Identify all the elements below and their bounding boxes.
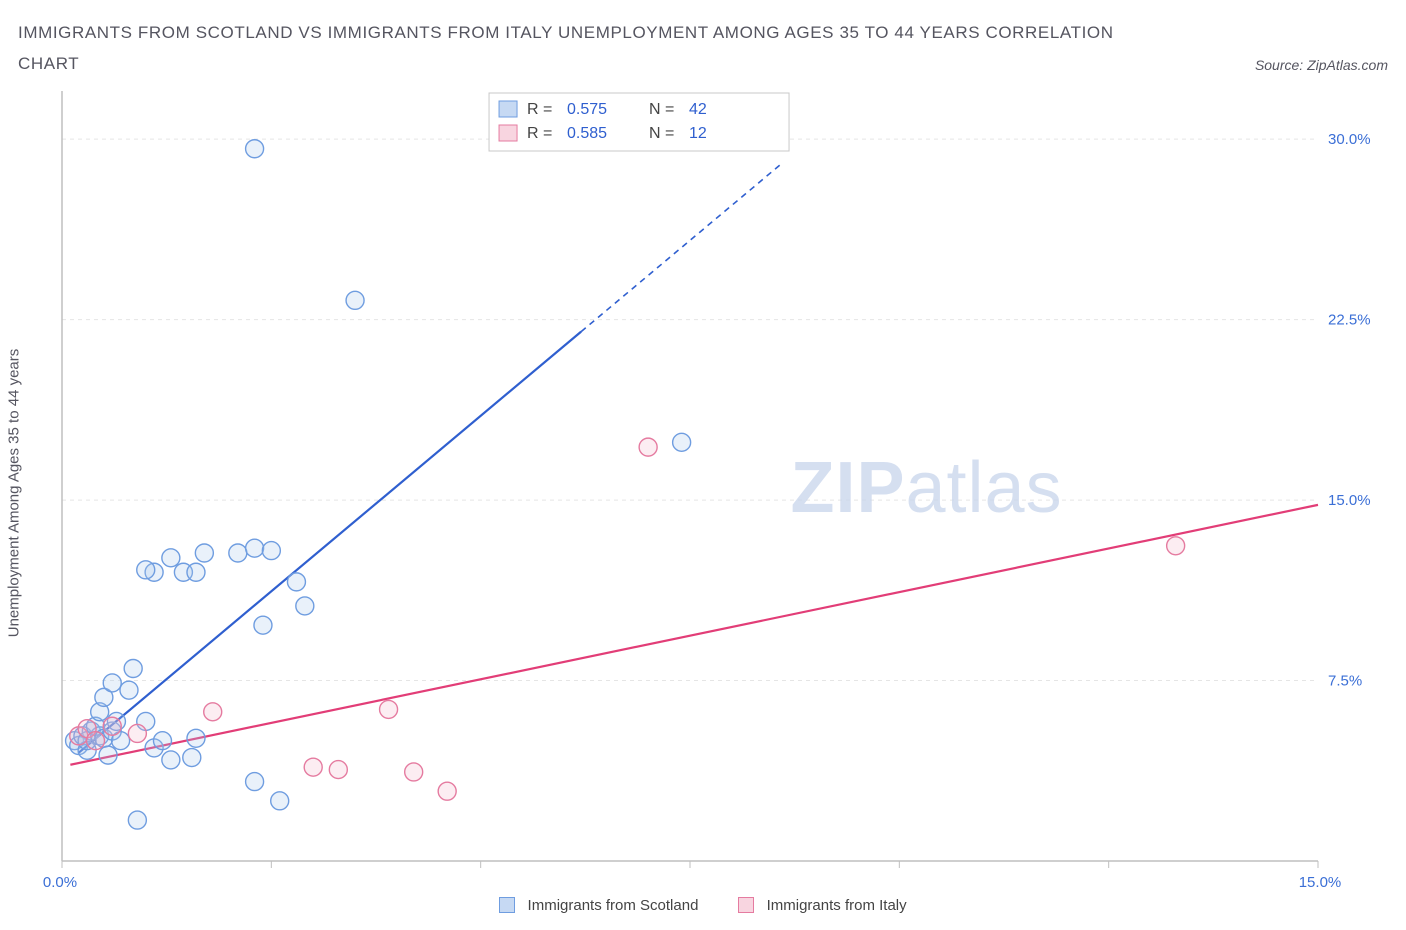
svg-text:15.0%: 15.0% <box>1328 492 1371 509</box>
svg-text:30.0%: 30.0% <box>1328 131 1371 148</box>
svg-text:0.0%: 0.0% <box>43 874 77 891</box>
chart-header: IMMIGRANTS FROM SCOTLAND VS IMMIGRANTS F… <box>18 18 1388 79</box>
svg-text:22.5%: 22.5% <box>1328 312 1371 329</box>
svg-text:ZIPatlas: ZIPatlas <box>790 448 1062 528</box>
source-label: Source: ZipAtlas.com <box>1255 57 1388 79</box>
svg-text:N =: N = <box>649 101 674 118</box>
scatter-chart: 7.5% 15.0% 22.5% 30.0% ZIPatlas 0.0% 15.0% R = 0… <box>18 83 1388 903</box>
svg-text:0.575: 0.575 <box>567 101 607 118</box>
svg-text:42: 42 <box>689 101 707 118</box>
svg-text:12: 12 <box>689 125 707 142</box>
svg-text:R =: R = <box>527 125 552 142</box>
chart-title: IMMIGRANTS FROM SCOTLAND VS IMMIGRANTS F… <box>18 18 1118 79</box>
svg-text:7.5%: 7.5% <box>1328 673 1362 690</box>
svg-text:R =: R = <box>527 101 552 118</box>
svg-text:0.585: 0.585 <box>567 125 607 142</box>
chart-container: Unemployment Among Ages 35 to 44 years 7… <box>18 83 1388 903</box>
y-axis-label: Unemployment Among Ages 35 to 44 years <box>6 349 23 638</box>
svg-text:15.0%: 15.0% <box>1299 874 1342 891</box>
svg-text:N =: N = <box>649 125 674 142</box>
